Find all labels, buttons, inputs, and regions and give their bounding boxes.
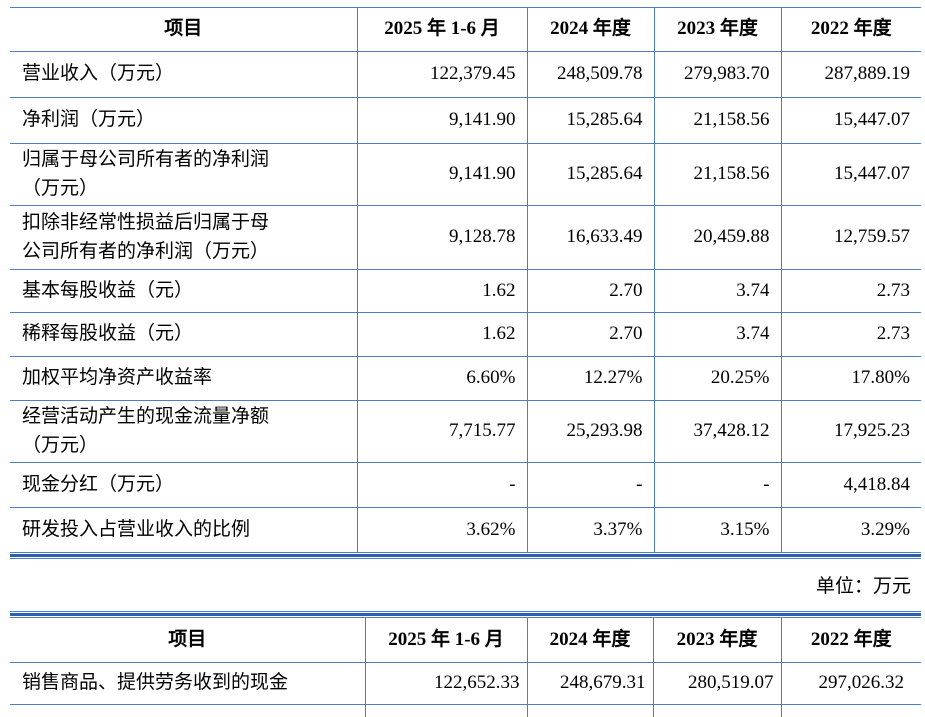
cell-value: 4,418.84 [780, 462, 921, 508]
table-header-row: 项目 2025 年 1-6 月 2024 年度 2023 年度 2022 年度 [10, 617, 921, 663]
table-row: 研发投入占营业收入的比例 3.62% 3.37% 3.15% 3.29% [10, 507, 921, 552]
cell-value: 37,428.12 [653, 400, 781, 463]
row-label: 销售商品、提供劳务收到的现金 [10, 662, 365, 705]
cell-value: 2.73 [780, 269, 921, 313]
column-header-2023: 2023 年度 [653, 7, 781, 52]
row-label: 加权平均净资产收益率 [10, 356, 357, 401]
table-row: 现金分红（万元） - - - 4,418.84 [10, 462, 921, 508]
cell-value: 17.80% [780, 356, 921, 401]
cell-value: 6.60% [356, 356, 527, 401]
table-row: 基本每股收益（元） 1.62 2.70 3.74 2.73 [10, 269, 921, 313]
cell-value: 287,889.19 [780, 51, 921, 98]
column-header-item: 项目 [10, 617, 365, 663]
column-header-2022: 2022 年度 [780, 617, 921, 663]
column-header-2024: 2024 年度 [526, 7, 654, 52]
row-label: 归属于母公司所有者的净利润 （万元） [10, 143, 357, 206]
cell-value: 15,285.64 [526, 97, 654, 144]
row-label: 研发投入占营业收入的比例 [22, 518, 251, 540]
column-header-item: 项目 [10, 7, 357, 52]
row-label: 现金分红（万元） [10, 462, 357, 508]
cell-value: 297,026.32 [780, 662, 921, 705]
cell-value: 21,158.56 [653, 97, 781, 144]
cell-value: 12.27% [526, 356, 654, 401]
unit-label: 单位：万元 [815, 576, 911, 597]
table-row: 稀释每股收益（元） 1.62 2.70 3.74 2.73 [10, 312, 921, 357]
cell-value: 9,141.90 [356, 143, 527, 206]
cell-value: - [356, 462, 527, 508]
row-label: 扣除非经常性损益后归属于母 公司所有者的净利润（万元） [10, 205, 357, 270]
cell-value: 280,519.07 [652, 662, 781, 705]
cell-value: 3.29% [780, 507, 921, 552]
cell-value: 25,293.98 [526, 400, 654, 463]
cell-value: 1.62 [356, 269, 527, 313]
cell-value: 3.74 [653, 312, 781, 357]
table-row: 经营活动产生的现金流量净额 （万元） 7,715.77 25,293.98 37… [10, 400, 921, 463]
cell-value: 2.70 [526, 269, 654, 313]
cell-value: - [653, 462, 781, 508]
cell-value: 7,715.77 [356, 400, 527, 463]
unit-row: 单位：万元 [0, 559, 925, 611]
table-row: 扣除非经常性损益后归属于母 公司所有者的净利润（万元） 9,128.78 16,… [10, 205, 921, 270]
table-row: 归属于母公司所有者的净利润 （万元） 9,141.90 15,285.64 21… [10, 143, 921, 206]
table-bottom-double-rule [10, 551, 921, 559]
cell-value: 3.37% [526, 507, 654, 552]
cell-value: 3.74 [653, 269, 781, 313]
column-header-2023: 2023 年度 [652, 617, 781, 663]
table-row: 销售商品、提供劳务收到的现金 122,652.33 248,679.31 280… [10, 662, 921, 705]
cell-value: 1.62 [356, 312, 527, 357]
table-row-partial [10, 704, 921, 717]
row-label: 基本每股收益（元） [10, 269, 357, 313]
cell-value: 2.73 [780, 312, 921, 357]
cell-value: 9,128.78 [356, 205, 527, 270]
cell-value: 21,158.56 [653, 143, 781, 206]
row-label: 净利润（万元） [10, 97, 357, 144]
cell-value: - [526, 462, 654, 508]
cell-value: 122,379.45 [356, 51, 527, 98]
cell-value: 279,983.70 [653, 51, 781, 98]
cell-value: 20,459.88 [653, 205, 781, 270]
row-label: 稀释每股收益（元） [10, 312, 357, 357]
cell-value: 15,447.07 [780, 143, 921, 206]
row-label: 营业收入（万元） [10, 51, 357, 98]
cell-value: 15,285.64 [526, 143, 654, 206]
column-header-2022: 2022 年度 [780, 7, 921, 52]
row-label: 经营活动产生的现金流量净额 （万元） [10, 400, 357, 463]
key-financials-table: 项目 2025 年 1-6 月 2024 年度 2023 年度 2022 年度 … [10, 7, 921, 552]
cell-value: 20.25% [653, 356, 781, 401]
cell-value: 248,679.31 [526, 662, 653, 705]
cash-flow-table: 项目 2025 年 1-6 月 2024 年度 2023 年度 2022 年度 … [10, 617, 921, 717]
column-header-2024: 2024 年度 [526, 617, 653, 663]
cell-value: 12,759.57 [780, 205, 921, 270]
table-row: 营业收入（万元） 122,379.45 248,509.78 279,983.7… [10, 51, 921, 98]
cell-value: 2.70 [526, 312, 654, 357]
cell-value: 17,925.23 [780, 400, 921, 463]
cell-value: 248,509.78 [526, 51, 654, 98]
cell-value: 122,652.33 [364, 662, 527, 705]
cell-value: 3.15% [653, 507, 781, 552]
top-margin [0, 0, 925, 7]
cell-value: 9,141.90 [356, 97, 527, 144]
cell-value: 15,447.07 [780, 97, 921, 144]
table-row: 加权平均净资产收益率 6.60% 12.27% 20.25% 17.80% [10, 356, 921, 401]
column-header-2025h1: 2025 年 1-6 月 [364, 617, 527, 663]
table-row: 净利润（万元） 9,141.90 15,285.64 21,158.56 15,… [10, 97, 921, 144]
column-header-2025h1: 2025 年 1-6 月 [356, 7, 527, 52]
cell-value: 3.62% [356, 507, 527, 552]
table-header-row: 项目 2025 年 1-6 月 2024 年度 2023 年度 2022 年度 [10, 7, 921, 52]
cell-value: 16,633.49 [526, 205, 654, 270]
table-top-double-rule [10, 610, 921, 618]
